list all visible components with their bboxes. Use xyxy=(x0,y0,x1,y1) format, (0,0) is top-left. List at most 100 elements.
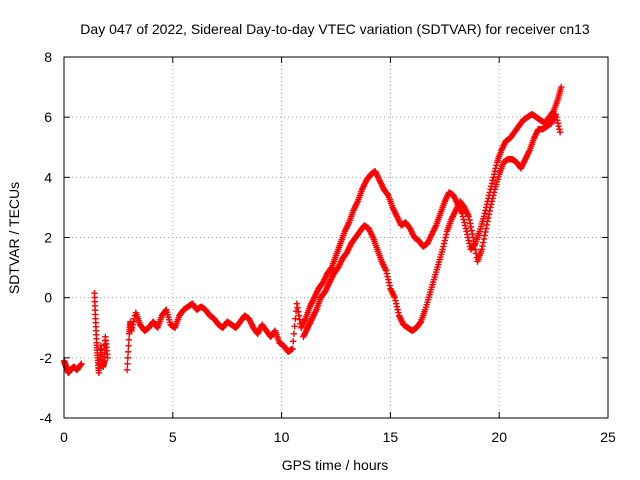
data-point xyxy=(395,309,402,316)
data-point xyxy=(469,234,477,241)
data-point xyxy=(439,246,446,253)
data-point xyxy=(123,366,131,374)
data-point xyxy=(124,354,132,362)
data-point xyxy=(490,189,498,196)
data-point xyxy=(125,336,133,343)
data-point xyxy=(130,318,137,325)
data-point xyxy=(442,234,449,241)
data-point xyxy=(291,323,298,330)
data-point xyxy=(470,238,478,245)
data-point xyxy=(293,300,301,307)
data-point xyxy=(556,126,563,133)
data-point xyxy=(124,348,132,356)
data-point xyxy=(490,192,497,199)
data-point xyxy=(384,273,391,280)
x-tick-label: 15 xyxy=(383,429,399,445)
data-point xyxy=(383,270,390,277)
data-point xyxy=(128,327,135,334)
data-point xyxy=(471,242,478,249)
data-point xyxy=(554,116,561,124)
data-point xyxy=(558,83,565,91)
y-tick-label: 0 xyxy=(44,290,52,306)
data-point xyxy=(479,242,486,250)
x-tick-label: 20 xyxy=(491,429,507,445)
data-point xyxy=(488,198,496,205)
data-points xyxy=(60,83,565,377)
data-point xyxy=(78,360,85,368)
data-point xyxy=(440,240,448,247)
data-point xyxy=(125,342,132,349)
data-point xyxy=(488,201,495,208)
data-point xyxy=(459,213,467,220)
data-point xyxy=(391,294,398,301)
data-point xyxy=(552,110,559,118)
data-point xyxy=(124,360,131,368)
data-point xyxy=(463,228,470,235)
data-point xyxy=(493,162,500,169)
data-point xyxy=(554,119,562,127)
y-tick-label: 8 xyxy=(44,49,52,65)
data-point xyxy=(480,235,488,243)
data-point xyxy=(466,220,474,227)
y-tick-label: -2 xyxy=(40,350,53,366)
data-point xyxy=(485,211,493,218)
x-tick-label: 0 xyxy=(60,429,68,445)
data-point xyxy=(128,324,136,331)
data-point xyxy=(385,276,392,283)
data-point xyxy=(482,225,490,232)
data-point xyxy=(460,216,467,223)
x-tick-label: 10 xyxy=(274,429,290,445)
data-point xyxy=(487,204,494,211)
data-point xyxy=(440,243,447,250)
data-point xyxy=(290,338,297,345)
data-point xyxy=(295,308,302,315)
data-point xyxy=(482,228,489,236)
data-point xyxy=(556,129,564,136)
y-tick-label: -4 xyxy=(40,410,53,426)
data-point xyxy=(465,237,472,244)
data-point xyxy=(386,282,393,289)
y-tick-label: 2 xyxy=(44,230,52,246)
data-point xyxy=(488,180,496,187)
data-point xyxy=(394,306,401,313)
data-point xyxy=(443,231,450,238)
data-point xyxy=(480,239,487,246)
data-point xyxy=(492,165,499,172)
y-tick-label: 6 xyxy=(44,109,52,125)
data-point xyxy=(466,216,473,224)
data-point xyxy=(480,213,488,220)
data-point xyxy=(555,122,562,130)
y-tick-label: 4 xyxy=(44,169,52,185)
data-point xyxy=(483,221,491,229)
data-point xyxy=(461,222,469,229)
data-point xyxy=(382,267,390,274)
data-point xyxy=(77,361,84,369)
data-point xyxy=(472,246,479,253)
data-point xyxy=(289,345,296,353)
data-point xyxy=(486,207,493,215)
data-point xyxy=(290,330,298,337)
grid-lines xyxy=(64,57,608,418)
x-tick-label: 25 xyxy=(600,429,616,445)
data-point xyxy=(478,246,485,253)
data-point xyxy=(295,312,303,319)
data-point xyxy=(392,297,399,304)
data-point xyxy=(481,210,488,217)
data-point xyxy=(553,113,560,121)
data-point xyxy=(489,177,496,184)
data-point xyxy=(485,214,492,222)
data-point xyxy=(481,232,488,239)
data-point xyxy=(385,279,393,286)
data-point xyxy=(393,300,400,307)
data-point xyxy=(104,354,111,362)
data-point xyxy=(484,218,491,225)
data-point xyxy=(468,227,475,234)
data-point xyxy=(489,195,496,202)
data-point xyxy=(461,219,468,226)
data-point xyxy=(466,240,473,247)
data-point xyxy=(491,168,499,175)
data-point xyxy=(294,304,301,311)
data-point xyxy=(467,223,475,231)
data-point xyxy=(465,213,472,220)
